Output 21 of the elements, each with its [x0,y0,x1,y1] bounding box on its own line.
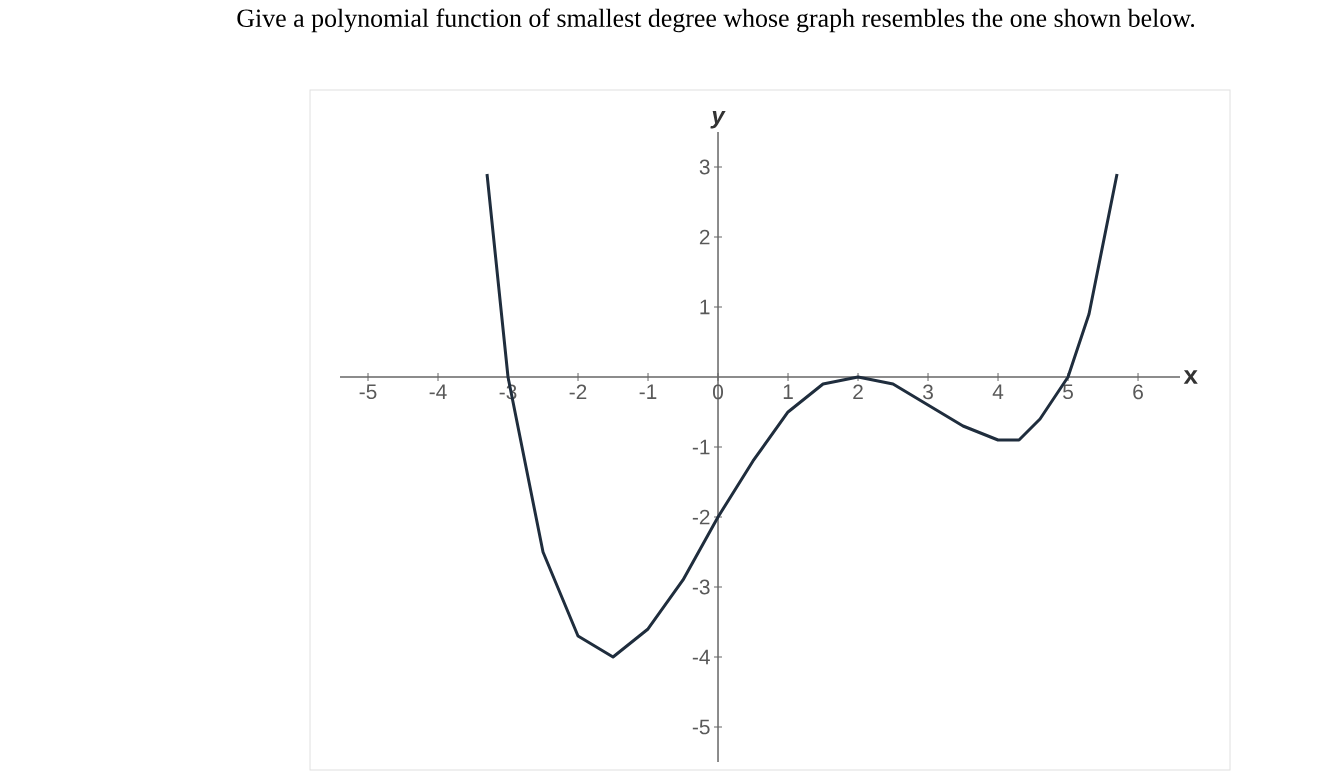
y-tick-label: 1 [700,299,710,315]
x-tick-label: 1 [783,384,793,399]
x-tick-label: 5 [1063,384,1073,400]
x-axis-title: x [1183,370,1198,384]
x-tick-label: 2 [853,384,863,400]
y-tick-label: -3 [692,579,710,595]
x-tick-label: -1 [639,384,657,399]
y-tick-label: 3 [699,159,710,175]
y-tick-label: -4 [692,649,710,665]
y-tick-label: -2 [692,509,710,525]
y-axis-title: y [710,110,726,129]
chart-title: Give a polynomial function of smallest degree whose graph resembles the one shown below. [237,8,1195,33]
x-tick-label: -5 [359,384,377,400]
x-tick-label: -4 [429,384,447,399]
y-tick-label: -5 [692,719,710,735]
x-tick-label: 6 [1133,384,1143,400]
y-tick-label: 2 [699,229,710,245]
x-tick-label: -2 [569,384,587,400]
x-tick-label: 4 [992,384,1004,399]
y-tick-label: -1 [692,439,710,455]
x-tick-label: 3 [923,384,933,400]
